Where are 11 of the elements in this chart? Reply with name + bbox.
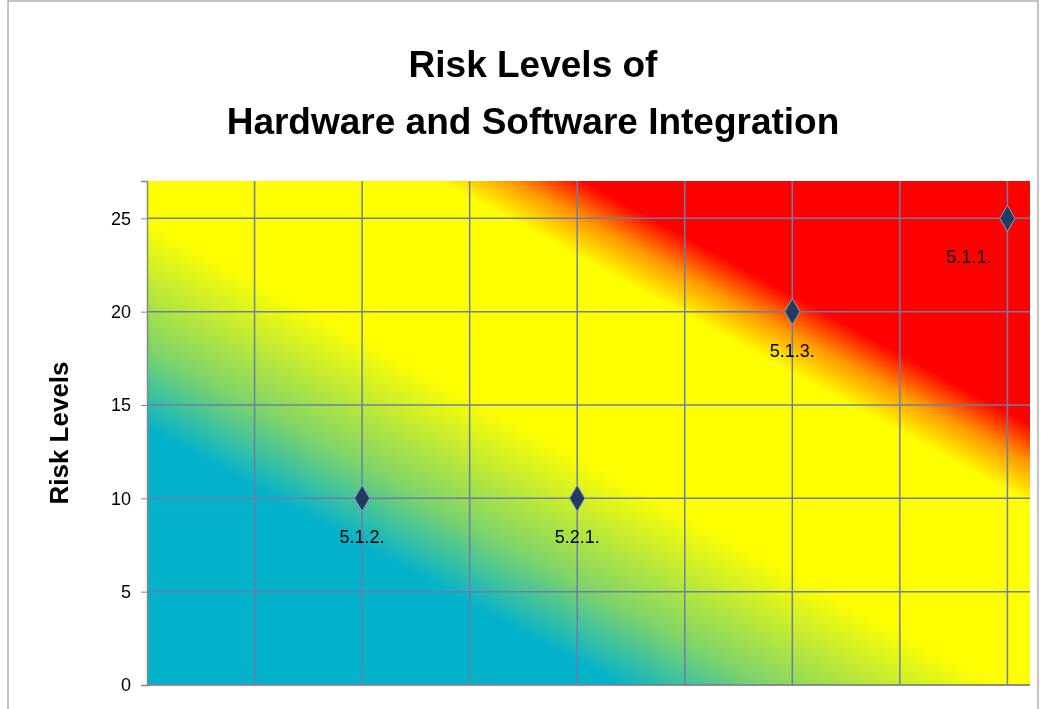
y-tick-label: 0 — [120, 675, 131, 696]
data-label: 5.1.1. — [946, 247, 992, 268]
y-axis-title: Risk Levels — [44, 361, 74, 505]
y-tick-label: 25 — [110, 208, 131, 229]
data-label: 5.2.1. — [554, 527, 600, 548]
chart-title: Risk Levels of Hardware and Software Integration — [226, 44, 840, 142]
y-tick-label: 5 — [120, 581, 131, 602]
y-tick-label: 20 — [110, 301, 131, 322]
data-label: 5.1.2. — [339, 527, 385, 548]
y-tick-label: 10 — [110, 488, 131, 509]
y-tick-label: 15 — [110, 395, 131, 416]
